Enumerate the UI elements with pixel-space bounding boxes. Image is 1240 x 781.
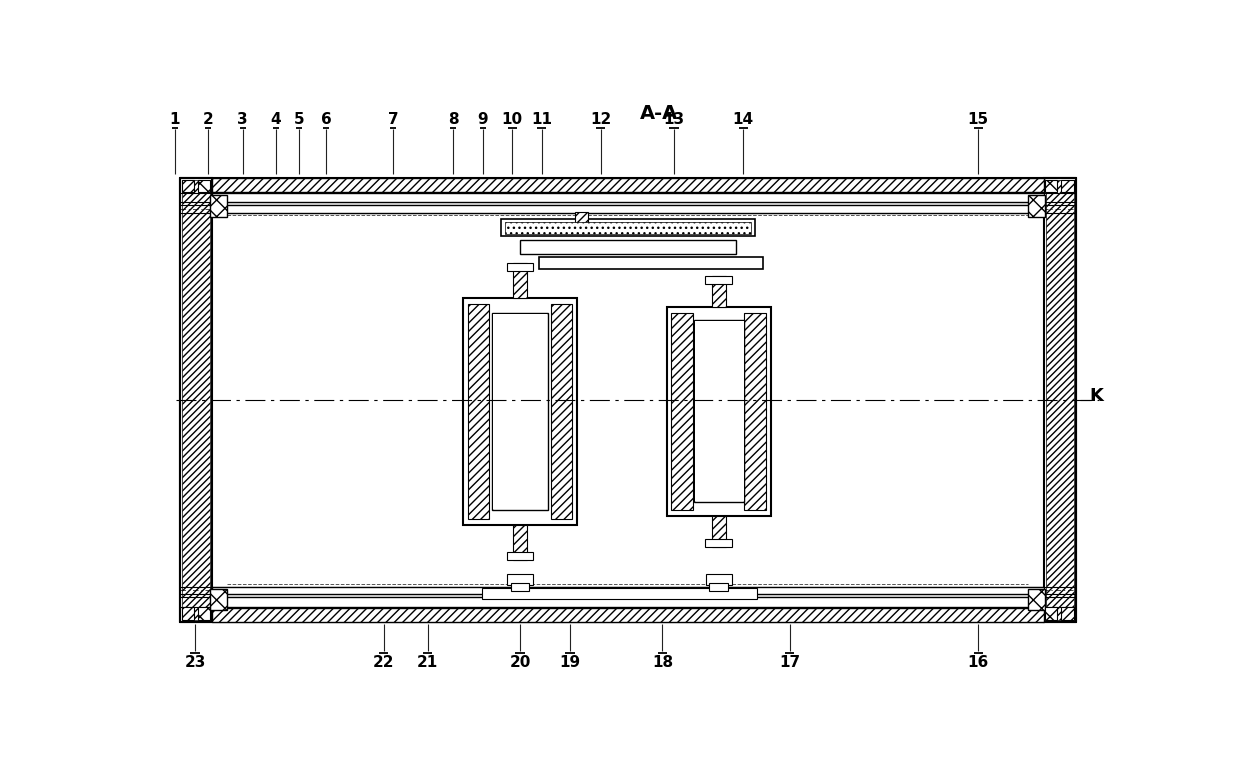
Bar: [696, 321, 744, 501]
Bar: [212, 608, 1044, 622]
Bar: [694, 320, 744, 502]
Bar: [709, 583, 728, 591]
Text: 12: 12: [590, 112, 611, 127]
Text: 7: 7: [388, 112, 398, 127]
Bar: [492, 313, 548, 509]
Bar: [507, 574, 533, 585]
Bar: [1061, 180, 1074, 192]
Bar: [212, 205, 1044, 213]
Bar: [667, 307, 770, 516]
Bar: [198, 608, 211, 619]
Bar: [706, 574, 732, 585]
Bar: [212, 587, 1044, 594]
Bar: [520, 240, 735, 254]
Text: 8: 8: [448, 112, 459, 127]
Bar: [1061, 608, 1074, 619]
Bar: [1028, 589, 1045, 611]
Text: 21: 21: [417, 655, 438, 670]
Text: 15: 15: [967, 112, 988, 127]
Bar: [506, 552, 533, 559]
Bar: [501, 219, 755, 236]
Text: 9: 9: [477, 112, 489, 127]
Bar: [551, 304, 573, 519]
Text: 10: 10: [502, 112, 523, 127]
Text: 19: 19: [559, 655, 580, 670]
Bar: [1044, 177, 1076, 622]
Bar: [744, 312, 766, 510]
Text: 13: 13: [663, 112, 684, 127]
Bar: [180, 177, 212, 622]
Bar: [481, 588, 758, 599]
Bar: [706, 276, 732, 284]
Bar: [513, 263, 527, 298]
Bar: [712, 276, 725, 307]
Bar: [463, 298, 577, 525]
Bar: [494, 314, 547, 508]
Text: 5: 5: [294, 112, 304, 127]
Text: 11: 11: [531, 112, 552, 127]
Bar: [212, 193, 1044, 202]
Bar: [539, 257, 763, 269]
Text: K: K: [1089, 387, 1102, 405]
Text: 20: 20: [510, 655, 531, 670]
Bar: [212, 177, 1044, 191]
Bar: [513, 525, 527, 559]
Bar: [1045, 180, 1058, 192]
Text: 3: 3: [238, 112, 248, 127]
Bar: [511, 583, 529, 591]
Bar: [505, 222, 751, 234]
Bar: [182, 180, 210, 619]
Bar: [182, 180, 195, 192]
Text: 14: 14: [733, 112, 754, 127]
Text: 17: 17: [779, 655, 800, 670]
Bar: [182, 608, 195, 619]
Text: 23: 23: [185, 655, 206, 670]
Text: 16: 16: [967, 655, 988, 670]
Bar: [506, 263, 533, 271]
Bar: [1028, 195, 1045, 217]
Bar: [467, 304, 490, 519]
Bar: [1045, 180, 1074, 619]
Text: 22: 22: [373, 655, 394, 670]
Bar: [212, 597, 1044, 607]
Bar: [198, 180, 211, 192]
Text: 6: 6: [321, 112, 331, 127]
Bar: [1045, 608, 1058, 619]
Bar: [575, 212, 588, 229]
Text: A-A: A-A: [640, 104, 678, 123]
Bar: [211, 589, 227, 611]
Bar: [671, 312, 693, 510]
Bar: [211, 195, 227, 217]
Bar: [706, 539, 732, 547]
Text: 2: 2: [203, 112, 213, 127]
Text: 1: 1: [170, 112, 180, 127]
Bar: [712, 516, 725, 547]
Text: 18: 18: [652, 655, 673, 670]
Text: 4: 4: [270, 112, 281, 127]
